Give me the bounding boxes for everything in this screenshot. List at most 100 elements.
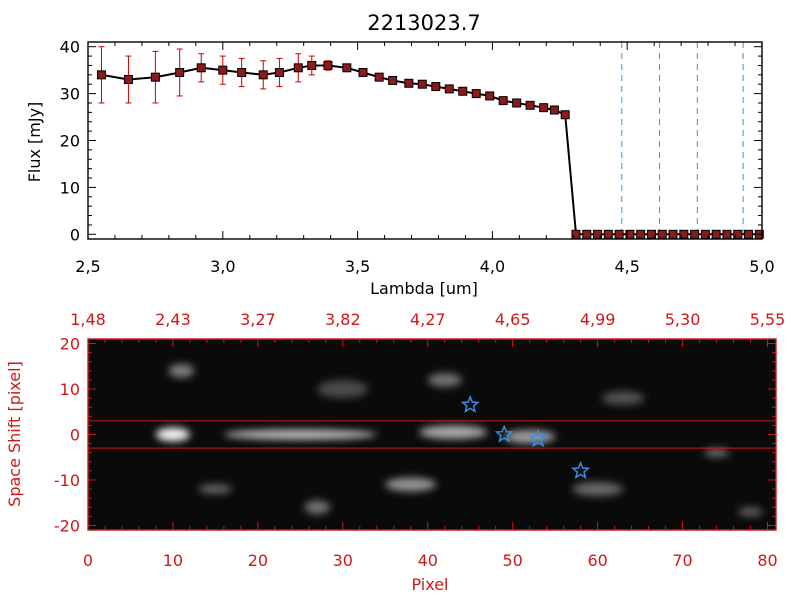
data-point [471, 89, 481, 99]
data-point [196, 63, 206, 73]
data-point [307, 60, 317, 70]
bright-blob [427, 373, 462, 387]
y-tick-label: 20 [60, 335, 80, 354]
data-point [293, 63, 303, 73]
top-tick-label: 5,30 [665, 310, 701, 329]
data-point [388, 75, 398, 85]
x-tick-label: 0 [83, 551, 93, 570]
bright-blob [155, 427, 190, 442]
y-tick-label: -20 [54, 516, 80, 535]
data-point [498, 96, 508, 106]
data-point [512, 98, 522, 108]
x-tick-label: 10 [163, 551, 183, 570]
x-tick-label: 80 [757, 551, 777, 570]
top-tick-label: 3,27 [240, 310, 276, 329]
data-point [323, 60, 333, 70]
data-point [525, 100, 535, 110]
top-tick-label: 3,82 [325, 310, 361, 329]
x-tick-label: 4,0 [480, 257, 505, 276]
data-point [374, 72, 384, 82]
data-point [636, 229, 646, 239]
y-tick-label: 40 [60, 38, 80, 57]
bright-blob [304, 500, 331, 515]
bright-blob [385, 477, 437, 492]
y-tick-label: 10 [60, 178, 80, 197]
spectrum-plot-frame [87, 41, 763, 240]
data-point [603, 229, 613, 239]
data-point [274, 67, 284, 77]
bright-blob [198, 484, 233, 494]
data-point [657, 229, 667, 239]
spectrum-y-axis-label: Flux [mJy] [25, 102, 44, 183]
data-point [690, 229, 700, 239]
x-tick-label: 5,0 [749, 257, 774, 276]
data-point [175, 67, 185, 77]
data-point [458, 86, 468, 96]
y-tick-label: -10 [54, 471, 80, 490]
spectrum-x-axis-label: Lambda [um] [370, 279, 478, 298]
heatmap-y-ticks: -20 -10 0 10 20 [54, 335, 776, 535]
x-tick-label: 30 [333, 551, 353, 570]
x-tick-label: 50 [503, 551, 523, 570]
heatmap-x-axis-label: Pixel [411, 575, 448, 594]
x-tick-label: 3,5 [345, 257, 370, 276]
spectrum-chart: 2213023.7 2,5 3,0 3,5 4,0 4,5 5,0 0 10 20 30 40 L… [25, 11, 775, 298]
heatmap-x-ticks: 0 10 20 30 40 50 60 70 80 [83, 522, 778, 570]
x-tick-label: 60 [587, 551, 607, 570]
heatmap-blobs [155, 364, 764, 517]
spectrum-y-ticks: 0 10 20 30 40 [60, 38, 762, 244]
data-point [539, 103, 549, 113]
star-marker [494, 424, 514, 443]
top-tick-label: 2,43 [155, 310, 191, 329]
y-tick-label: 30 [60, 85, 80, 104]
heatmap-y-axis-label: Space Shift [pixel] [5, 361, 24, 507]
data-point [404, 78, 414, 88]
bright-blob [317, 379, 369, 399]
bright-blob [168, 364, 195, 378]
bright-blob [419, 425, 488, 440]
data-point [358, 67, 368, 77]
y-tick-label: 10 [60, 380, 80, 399]
top-tick-label: 4,27 [410, 310, 446, 329]
data-point [560, 110, 570, 120]
bright-blob [601, 391, 645, 405]
top-tick-label: 4,65 [495, 310, 531, 329]
data-point [96, 70, 106, 80]
top-tick-label: 4,99 [580, 310, 616, 329]
star-marker [571, 460, 591, 480]
data-point [444, 84, 454, 94]
star-marker [528, 428, 548, 448]
spatial-image-chart: 0 10 20 30 40 50 60 70 80 -20 -10 0 10 20 1,48 2,43 3,… [5, 310, 785, 594]
spectrum-plot-area [96, 42, 764, 239]
data-point [150, 72, 160, 82]
data-point [614, 229, 624, 239]
extraction-lines [88, 420, 776, 449]
x-tick-label: 20 [248, 551, 268, 570]
data-point [258, 70, 268, 80]
data-point [431, 82, 441, 92]
series-line [101, 64, 760, 236]
star-markers [460, 394, 591, 480]
data-point [744, 229, 754, 239]
x-tick-label: 2,5 [75, 257, 100, 276]
x-tick-label: 70 [672, 551, 692, 570]
top-tick-label: 1,48 [70, 310, 106, 329]
bright-blob [572, 482, 624, 496]
data-point [549, 105, 559, 115]
y-tick-label: 0 [70, 426, 80, 445]
data-point [485, 91, 495, 101]
star-marker [460, 394, 480, 414]
bright-blob [737, 507, 764, 517]
bright-blob [703, 448, 730, 458]
data-point [123, 75, 133, 85]
data-point [237, 67, 247, 77]
data-point [218, 65, 228, 75]
data-point [722, 229, 732, 239]
y-tick-label: 20 [60, 132, 80, 151]
heatmap-top-wavelength-ticks: 1,48 2,43 3,27 3,82 4,27 4,65 4,99 5,30 5,55 [70, 310, 785, 347]
data-point [668, 229, 678, 239]
data-point [342, 63, 352, 73]
chart-title: 2213023.7 [367, 11, 481, 35]
top-tick-label: 5,55 [750, 310, 786, 329]
